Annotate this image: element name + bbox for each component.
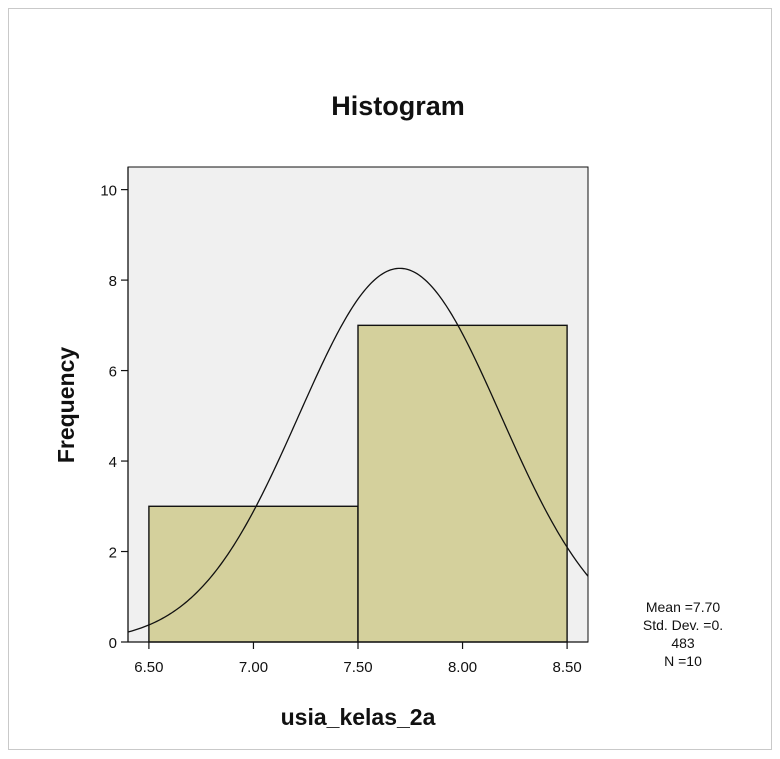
y-tick-label: 4 <box>109 454 117 471</box>
chart-title: Histogram <box>331 91 465 121</box>
y-tick-label: 8 <box>109 273 117 290</box>
stats-line: N =10 <box>664 653 702 669</box>
histogram-bar-1 <box>148 505 359 643</box>
y-tick-label: 10 <box>100 183 117 200</box>
histogram-bar-2 <box>357 324 568 643</box>
y-tick-label: 6 <box>109 364 117 381</box>
x-tick-label: 7.00 <box>239 659 268 676</box>
x-tick-label: 6.50 <box>134 659 163 676</box>
stats-box: Mean =7.70 Std. Dev. =0. 483 N =10 <box>643 599 723 669</box>
stats-line: 483 <box>671 635 695 651</box>
y-tick-label: 0 <box>109 635 117 652</box>
normal-curve-group <box>127 267 589 633</box>
y-axis-label: Frequency <box>53 347 79 464</box>
x-tick-label: 7.50 <box>343 659 372 676</box>
x-axis-label: usia_kelas_2a <box>281 704 436 730</box>
stats-line: Mean =7.70 <box>646 599 721 615</box>
axes-group: 0 2 4 6 8 10 6.50 7.00 7.50 8.00 8.50 <box>100 167 588 676</box>
y-tick-label: 2 <box>109 545 117 562</box>
stats-line: Std. Dev. =0. <box>643 617 723 633</box>
x-tick-label: 8.00 <box>448 659 477 676</box>
x-tick-label: 8.50 <box>552 659 581 676</box>
normal-curve <box>127 267 589 633</box>
